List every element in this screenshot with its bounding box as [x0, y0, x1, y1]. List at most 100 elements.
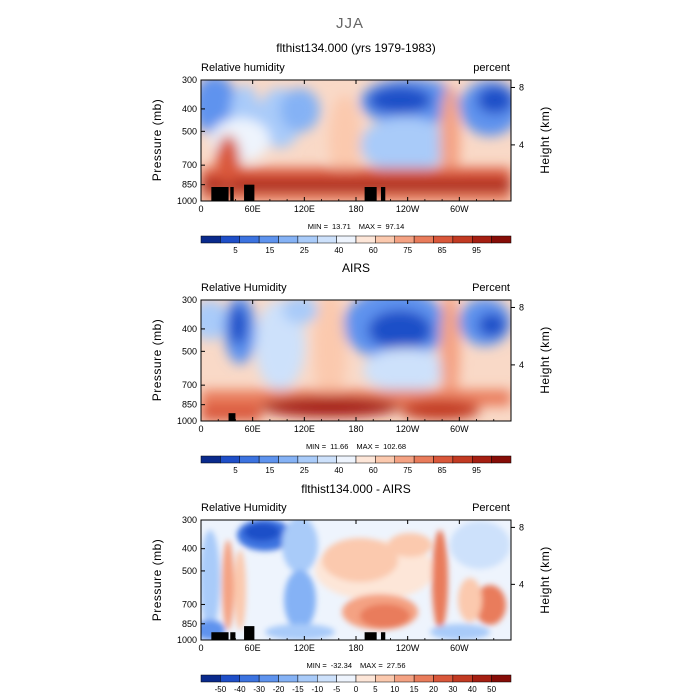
y-right-tick-label: 8	[519, 522, 524, 532]
colorbar-swatch	[413, 455, 434, 464]
colorbar-swatch	[472, 235, 492, 244]
colorbar-swatch	[491, 455, 512, 464]
colorbar-swatch	[317, 674, 337, 683]
x-tick-label: 120W	[396, 643, 420, 653]
x-tick-label: 60W	[450, 204, 469, 214]
colorbar-swatch	[336, 455, 357, 464]
colorbar-swatch	[375, 235, 395, 244]
colorbar-swatch	[336, 235, 357, 244]
figure-title: JJA	[336, 15, 364, 32]
colorbar-label: 20	[429, 685, 438, 694]
y-tick-label: 400	[182, 324, 197, 334]
y-tick-label: 850	[182, 180, 197, 190]
topography-block	[364, 187, 377, 201]
colorbar-swatch	[452, 455, 473, 464]
y-right-tick-label: 4	[519, 579, 524, 589]
colorbar-swatch	[220, 674, 240, 683]
colorbar-swatch	[355, 455, 376, 464]
x-tick-label: 0	[198, 643, 203, 653]
topography-block	[380, 187, 386, 201]
panel-1-ylabel-right: Height (km)	[538, 106, 552, 174]
y-tick-label: 1000	[177, 635, 197, 645]
colorbar-label: 25	[300, 466, 309, 475]
y-tick-label: 300	[182, 515, 197, 525]
panel-3-land	[211, 626, 386, 640]
x-tick-label: 120W	[396, 204, 420, 214]
y-tick-label: 500	[182, 346, 197, 356]
colorbar-label: 10	[390, 685, 399, 694]
y-tick-label: 700	[182, 380, 197, 390]
colorbar-swatch	[413, 674, 434, 683]
panel-2-ylabel-right: Height (km)	[538, 326, 552, 394]
colorbar-label: 5	[233, 246, 238, 255]
y-tick-label: 1000	[177, 196, 197, 206]
colorbar-label: 40	[334, 466, 343, 475]
topography-block	[228, 413, 236, 421]
panel-3-title: flthist134.000 - AIRS	[301, 482, 410, 496]
y-tick-label: 1000	[177, 416, 197, 426]
colorbar-label: 75	[403, 246, 412, 255]
x-tick-label: 60E	[245, 204, 261, 214]
colorbar-label: 85	[438, 466, 447, 475]
colorbar-label: 0	[354, 685, 359, 694]
colorbar-swatch	[317, 235, 337, 244]
colorbar-swatch	[278, 235, 299, 244]
colorbar-label: -5	[333, 685, 341, 694]
x-tick-label: 60E	[245, 424, 261, 434]
colorbar-swatch	[491, 235, 512, 244]
colorbar-label: 25	[300, 246, 309, 255]
topography-block	[230, 187, 234, 201]
panel-3-field	[201, 520, 511, 640]
x-tick-label: 60E	[245, 643, 261, 653]
panel-1-land	[211, 184, 386, 201]
colorbar-swatch	[472, 455, 492, 464]
panel-2-title: AIRS	[342, 261, 370, 275]
panel-2-field	[201, 300, 511, 421]
y-tick-label: 400	[182, 104, 197, 114]
panel-3-ylabel-right: Height (km)	[538, 546, 552, 614]
colorbar-label: -15	[292, 685, 304, 694]
panel-1-colorbar: 5 15 25 40 60 75 85 95	[200, 235, 512, 255]
x-tick-label: 60W	[450, 424, 469, 434]
colorbar-swatch	[297, 455, 318, 464]
colorbar-swatch	[317, 455, 337, 464]
colorbar-label: 85	[438, 246, 447, 255]
topography-block	[364, 632, 377, 640]
colorbar-swatch	[452, 235, 473, 244]
panel-3: flthist134.000 - AIRS Relative Humidity …	[150, 482, 552, 694]
x-tick-label: 120E	[294, 204, 315, 214]
colorbar-swatch	[258, 455, 279, 464]
panel-3-colorbar: -50 -40 -30 -20 -15 -10 -5 0 5 10 15 20 30 40 50	[200, 674, 512, 694]
panel-1: flthist134.000 (yrs 1979-1983) Relative …	[150, 41, 552, 255]
panel-1-left-label: Relative humidity	[201, 62, 285, 74]
colorbar-swatch	[472, 674, 492, 683]
colorbar-label: -20	[273, 685, 285, 694]
panel-1-right-label: percent	[473, 62, 510, 74]
colorbar-swatch	[278, 455, 299, 464]
topography-block	[244, 184, 255, 201]
colorbar-swatch	[239, 674, 260, 683]
x-tick-label: 120E	[294, 424, 315, 434]
y-tick-label: 850	[182, 619, 197, 629]
panel-1-stats: MIN = 13.71 MAX = 97.14	[308, 222, 405, 231]
panel-1-title: flthist134.000 (yrs 1979-1983)	[276, 41, 435, 55]
colorbar-swatch	[355, 235, 376, 244]
colorbar-label: 15	[265, 246, 274, 255]
colorbar-swatch	[491, 674, 512, 683]
panel-1-axes: 0 60E 120E 180 120W 60W 300 400 500 700 850 1000 8 4	[177, 75, 524, 214]
topography-block	[211, 187, 229, 201]
colorbar-swatch	[394, 674, 415, 683]
panel-2: AIRS Relative Humidity Percent	[150, 261, 552, 475]
colorbar-swatch	[375, 674, 395, 683]
y-right-tick-label: 4	[519, 140, 524, 150]
colorbar-swatch	[220, 455, 240, 464]
colorbar-swatch	[200, 235, 221, 244]
panel-2-colorbar: 5 15 25 40 60 75 85 95	[200, 455, 512, 475]
colorbar-label: -10	[311, 685, 323, 694]
colorbar-label: 60	[369, 246, 378, 255]
y-right-tick-label: 8	[519, 82, 524, 92]
colorbar-swatch	[239, 235, 260, 244]
colorbar-label: 50	[487, 685, 496, 694]
panel-2-right-label: Percent	[472, 282, 510, 294]
y-tick-label: 300	[182, 75, 197, 85]
